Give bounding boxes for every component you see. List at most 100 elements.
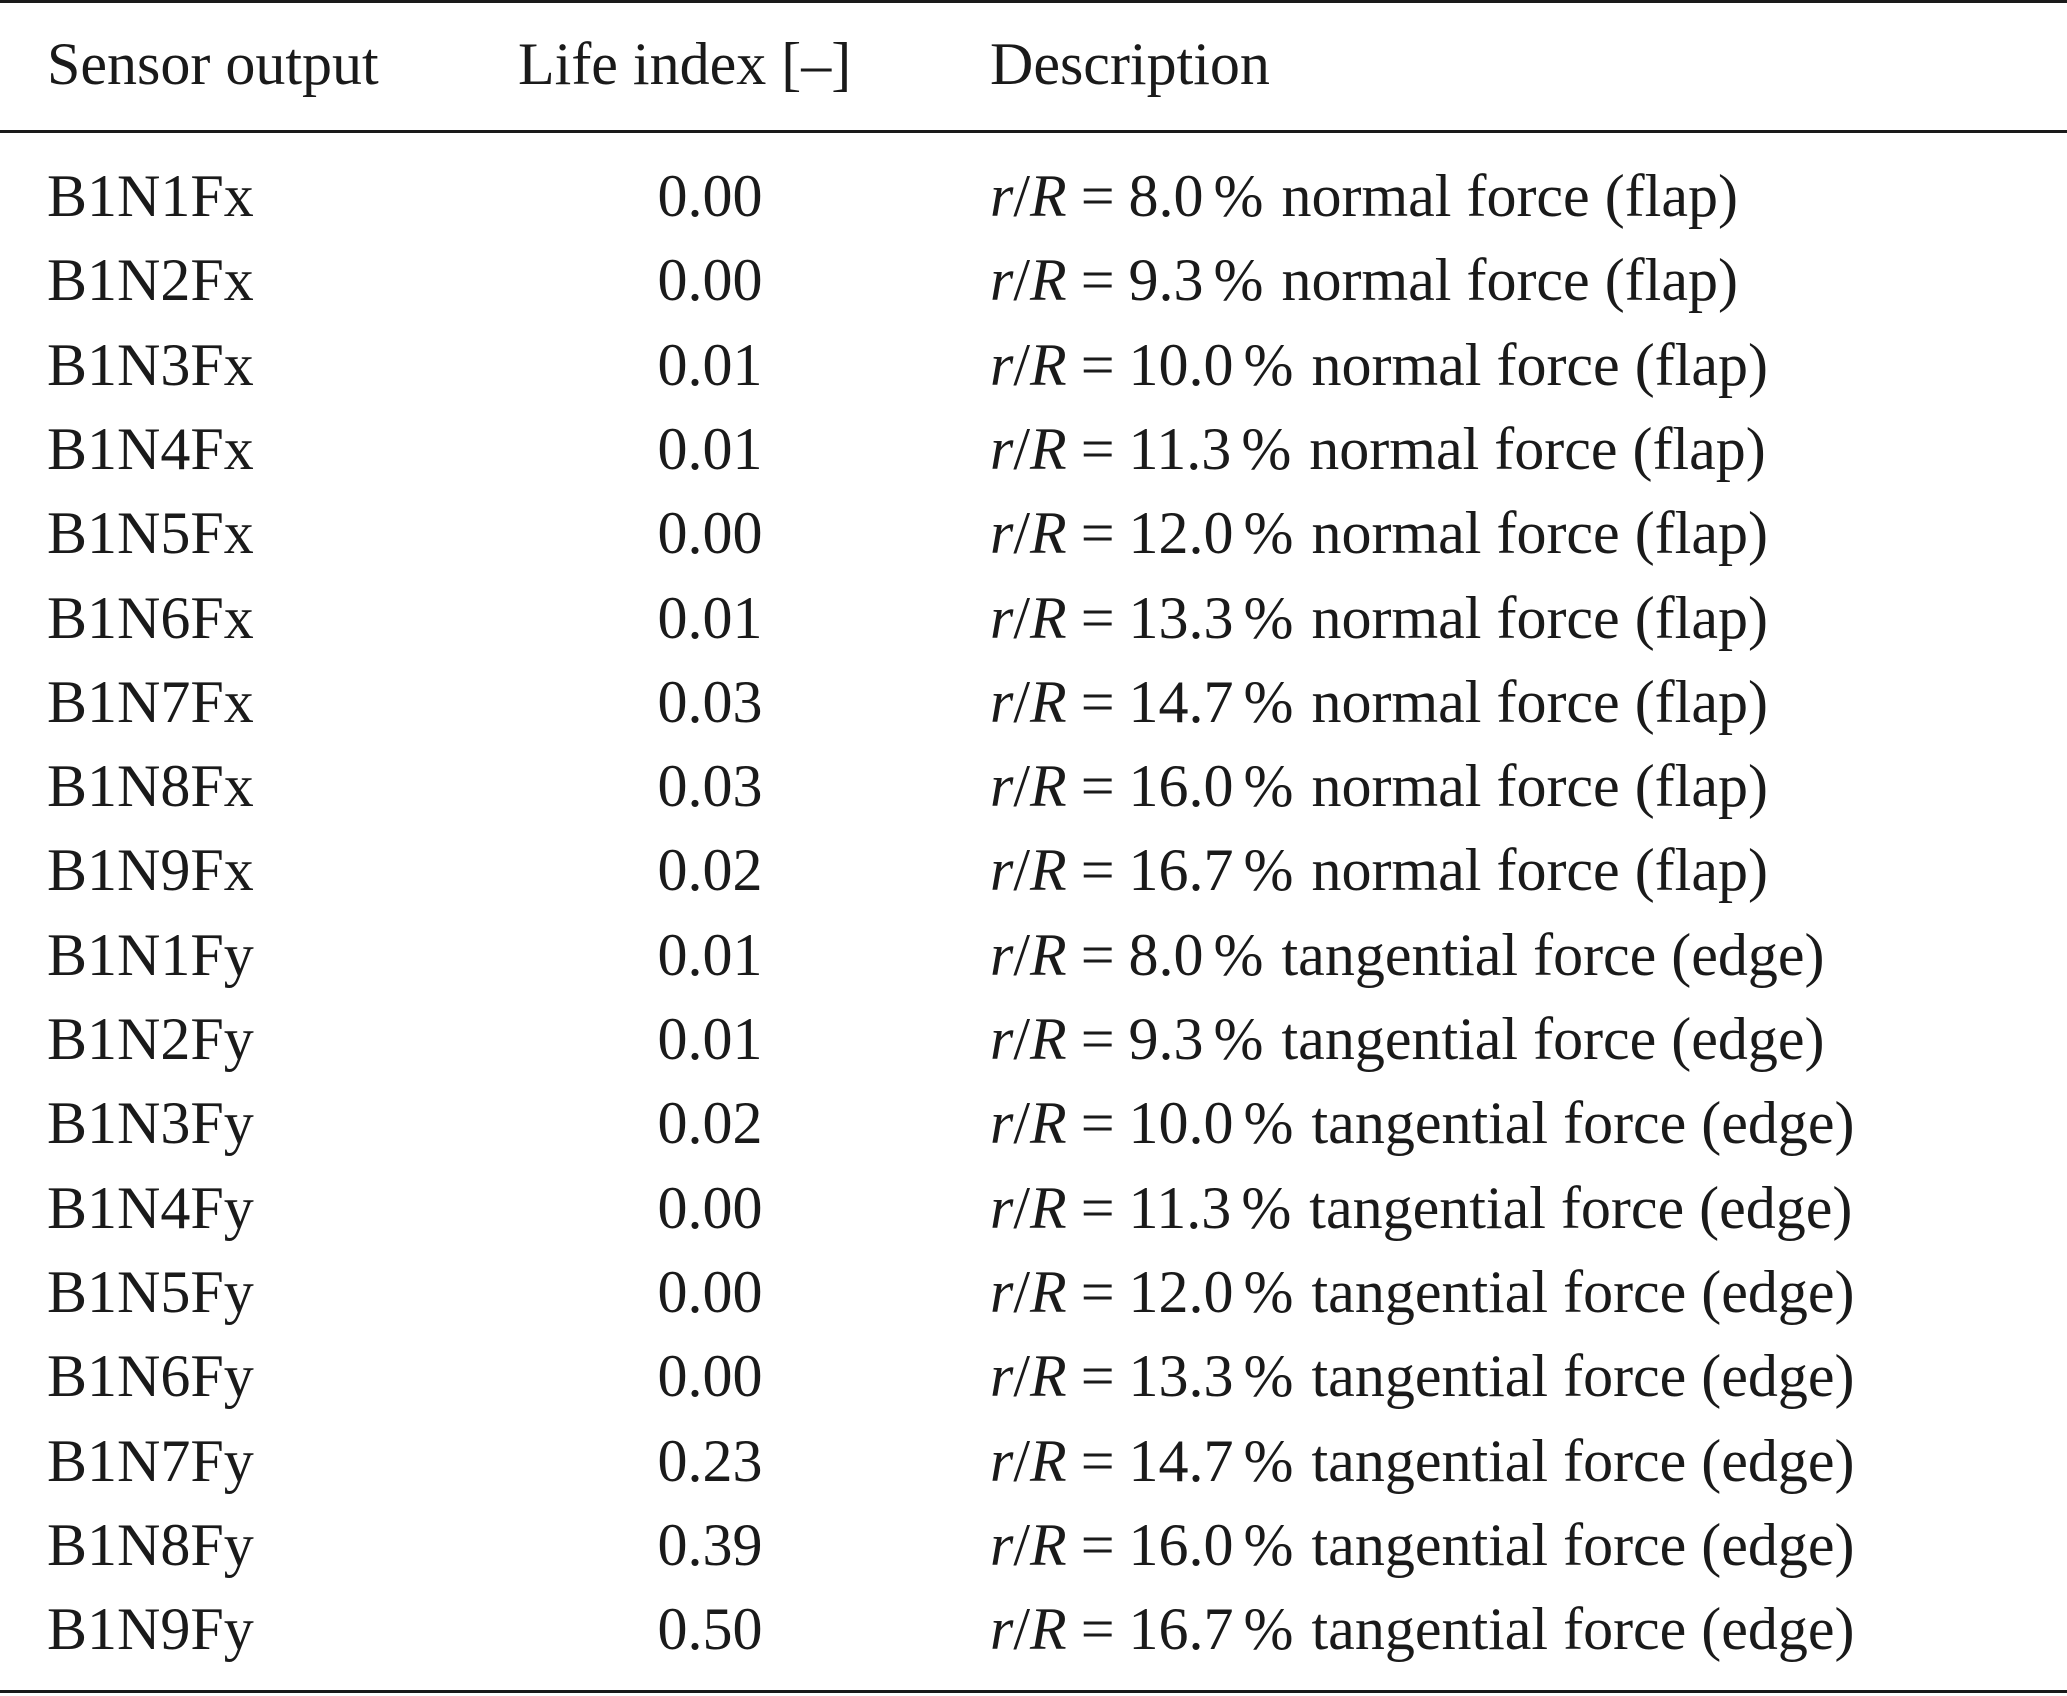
cell-sensor-output: B1N4Fy bbox=[47, 1174, 254, 1241]
cell-life-index: 0.01 bbox=[657, 921, 763, 988]
radius-ratio-value: 16.0 bbox=[1128, 1511, 1234, 1578]
radius-ratio-value: 10.0 bbox=[1128, 331, 1234, 398]
math-R: R bbox=[1030, 500, 1067, 567]
cell-description: r/R = 8.0% normal force (flap) bbox=[990, 154, 1738, 238]
radius-ratio-value: 16.7 bbox=[1128, 837, 1234, 904]
radius-ratio-value: 9.3 bbox=[1128, 247, 1204, 314]
math-equals: = bbox=[1080, 1006, 1115, 1072]
cell-sensor-output: B1N3Fx bbox=[47, 331, 254, 398]
math-R: R bbox=[1030, 1343, 1067, 1410]
table-row: B1N4Fy 0.00 r/R = 11.3% tangential force (e… bbox=[0, 1166, 2067, 1250]
math-slash: / bbox=[1013, 1174, 1031, 1241]
percent-sign: % bbox=[1241, 415, 1292, 482]
math-R: R bbox=[1030, 837, 1067, 904]
math-slash: / bbox=[1013, 1427, 1031, 1494]
cell-description: r/R = 11.3% tangential force (edge) bbox=[990, 1166, 1852, 1250]
cell-sensor-output: B1N8Fy bbox=[47, 1511, 254, 1578]
force-description: tangential force (edge) bbox=[1281, 921, 1825, 988]
radius-ratio-value: 12.0 bbox=[1128, 500, 1234, 567]
header-sensor-output: Sensor output bbox=[47, 31, 379, 97]
percent-sign: % bbox=[1243, 1090, 1294, 1157]
radius-ratio-value: 16.7 bbox=[1128, 1596, 1234, 1663]
table-row: B1N6Fy 0.00 r/R = 13.3% tangential force (e… bbox=[0, 1334, 2067, 1418]
force-description: tangential force (edge) bbox=[1281, 1006, 1825, 1072]
cell-description: r/R = 9.3% tangential force (edge) bbox=[990, 997, 1825, 1081]
percent-sign: % bbox=[1243, 1258, 1294, 1325]
radius-ratio-value: 10.0 bbox=[1128, 1090, 1234, 1157]
cell-sensor-output: B1N5Fy bbox=[47, 1258, 254, 1325]
math-equals: = bbox=[1080, 921, 1115, 988]
math-slash: / bbox=[1013, 247, 1031, 314]
math-equals: = bbox=[1080, 163, 1115, 229]
cell-sensor-output: B1N3Fy bbox=[47, 1090, 254, 1157]
math-r: r bbox=[990, 1258, 1014, 1325]
math-r: r bbox=[990, 1596, 1014, 1663]
math-equals: = bbox=[1080, 1090, 1115, 1157]
cell-description: r/R = 14.7% tangential force (edge) bbox=[990, 1419, 1855, 1503]
percent-sign: % bbox=[1243, 1596, 1294, 1663]
math-equals: = bbox=[1080, 500, 1115, 567]
percent-sign: % bbox=[1243, 1511, 1294, 1578]
math-R: R bbox=[1030, 1090, 1067, 1157]
force-description: tangential force (edge) bbox=[1311, 1343, 1855, 1410]
math-slash: / bbox=[1013, 1511, 1031, 1578]
table-row: B1N3Fy 0.02 r/R = 10.0% tangential force (e… bbox=[0, 1081, 2067, 1165]
math-r: r bbox=[990, 331, 1014, 398]
math-equals: = bbox=[1080, 1174, 1115, 1241]
math-R: R bbox=[1030, 668, 1067, 735]
force-description: tangential force (edge) bbox=[1309, 1174, 1853, 1241]
math-equals: = bbox=[1080, 668, 1115, 735]
math-R: R bbox=[1030, 1511, 1067, 1578]
percent-sign: % bbox=[1213, 247, 1264, 314]
table-row: B1N5Fx 0.00 r/R = 12.0% normal force (flap) bbox=[0, 491, 2067, 575]
percent-sign: % bbox=[1243, 753, 1294, 820]
cell-life-index: 0.02 bbox=[657, 1090, 763, 1157]
math-r: r bbox=[990, 247, 1014, 314]
cell-life-index: 0.00 bbox=[657, 1343, 763, 1410]
math-slash: / bbox=[1013, 1596, 1031, 1663]
radius-ratio-value: 16.0 bbox=[1128, 753, 1234, 820]
cell-life-index: 0.00 bbox=[657, 163, 763, 229]
force-description: tangential force (edge) bbox=[1311, 1090, 1855, 1157]
cell-life-index: 0.00 bbox=[657, 500, 763, 567]
math-R: R bbox=[1030, 1427, 1067, 1494]
math-R: R bbox=[1030, 1596, 1067, 1663]
math-r: r bbox=[990, 837, 1014, 904]
math-R: R bbox=[1030, 415, 1067, 482]
percent-sign: % bbox=[1243, 584, 1294, 651]
table-row: B1N1Fx 0.00 r/R = 8.0% normal force (flap) bbox=[0, 154, 2067, 238]
force-description: normal force (flap) bbox=[1311, 500, 1768, 567]
percent-sign: % bbox=[1213, 163, 1264, 229]
math-equals: = bbox=[1080, 1258, 1115, 1325]
cell-sensor-output: B1N7Fx bbox=[47, 668, 254, 735]
math-r: r bbox=[990, 921, 1014, 988]
force-description: tangential force (edge) bbox=[1311, 1258, 1855, 1325]
math-slash: / bbox=[1013, 1090, 1031, 1157]
math-r: r bbox=[990, 1343, 1014, 1410]
math-equals: = bbox=[1080, 247, 1115, 314]
percent-sign: % bbox=[1243, 837, 1294, 904]
math-R: R bbox=[1030, 1174, 1067, 1241]
cell-sensor-output: B1N6Fx bbox=[47, 584, 254, 651]
percent-sign: % bbox=[1243, 1427, 1294, 1494]
cell-description: r/R = 13.3% normal force (flap) bbox=[990, 576, 1768, 660]
cell-sensor-output: B1N9Fx bbox=[47, 837, 254, 904]
table-row: B1N1Fy 0.01 r/R = 8.0% tangential force (ed… bbox=[0, 913, 2067, 997]
cell-description: r/R = 16.7% normal force (flap) bbox=[990, 828, 1768, 912]
cell-life-index: 0.03 bbox=[657, 668, 763, 735]
math-r: r bbox=[990, 1090, 1014, 1157]
cell-sensor-output: B1N9Fy bbox=[47, 1596, 254, 1663]
math-R: R bbox=[1030, 331, 1067, 398]
math-R: R bbox=[1030, 584, 1067, 651]
math-slash: / bbox=[1013, 415, 1031, 482]
percent-sign: % bbox=[1243, 1343, 1294, 1410]
table-row: B1N4Fx 0.01 r/R = 11.3% normal force (flap) bbox=[0, 407, 2067, 491]
cell-life-index: 0.01 bbox=[657, 584, 763, 651]
radius-ratio-value: 8.0 bbox=[1128, 163, 1204, 229]
table-row: B1N3Fx 0.01 r/R = 10.0% normal force (flap) bbox=[0, 323, 2067, 407]
math-slash: / bbox=[1013, 668, 1031, 735]
math-equals: = bbox=[1080, 1511, 1115, 1578]
cell-life-index: 0.01 bbox=[657, 331, 763, 398]
table-row: B1N2Fx 0.00 r/R = 9.3% normal force (flap) bbox=[0, 238, 2067, 322]
